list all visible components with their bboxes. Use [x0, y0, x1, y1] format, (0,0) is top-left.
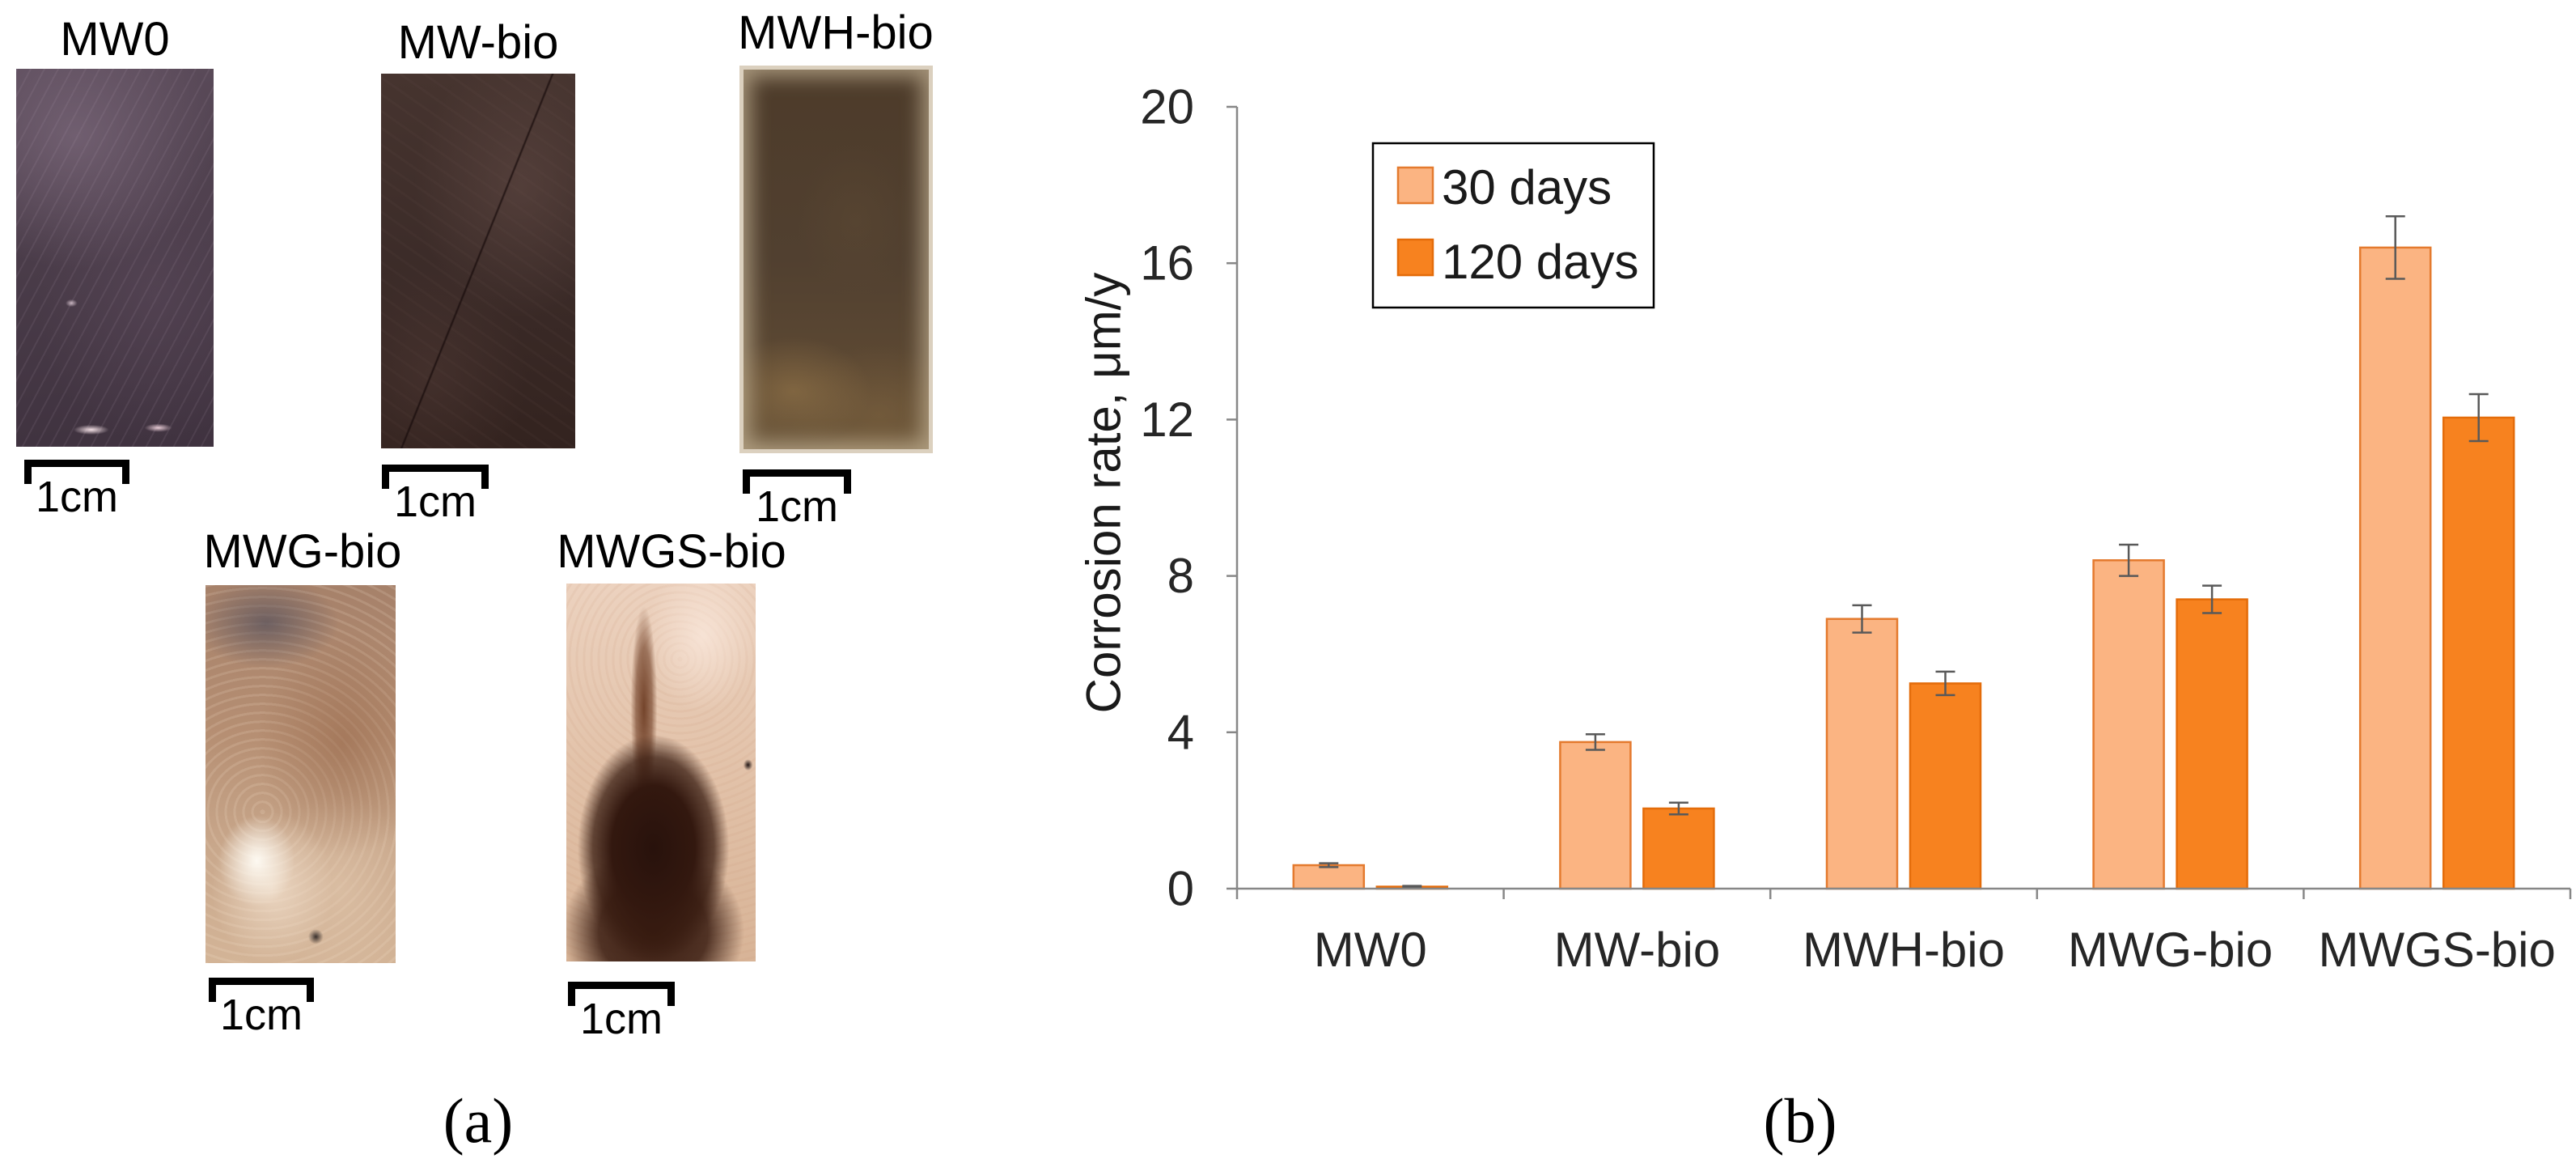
bar-30-days-mwgs-bio	[2358, 246, 2432, 890]
x-category-label-mwh-bio: MWH-bio	[1803, 923, 2005, 977]
y-tick-label-16: 16	[1140, 236, 1194, 291]
photo-mwg-bio	[205, 585, 396, 963]
legend-swatch-30-days	[1396, 166, 1434, 205]
scale-label-mw0: 1cm	[35, 473, 118, 521]
scale-bar-mw0	[24, 460, 129, 484]
scale-label-mwg-bio: 1cm	[219, 991, 303, 1039]
sample-label-mwgs-bio: MWGS-bio	[557, 525, 786, 578]
bar-120-days-mw-bio	[1642, 807, 1715, 890]
scale-bar-mwg-bio	[209, 978, 314, 1002]
y-tick-label-20: 20	[1140, 80, 1194, 134]
legend-swatch-120-days	[1396, 238, 1434, 277]
sample-label-mw0: MW0	[60, 13, 170, 66]
photo-mw-bio	[381, 74, 575, 448]
scale-bar-mw-bio	[382, 465, 489, 489]
sample-label-mwh-bio: MWH-bio	[738, 6, 934, 59]
x-category-label-mwg-bio: MWG-bio	[2068, 923, 2273, 977]
panel-label-a: (a)	[443, 1085, 514, 1156]
bar-30-days-mwg-bio	[2092, 559, 2165, 890]
scale-bar-mwh-bio	[743, 469, 851, 494]
y-tick-label-0: 0	[1167, 862, 1194, 916]
photo-mwh-bio	[739, 66, 933, 453]
legend: 30 days 120 days	[1371, 142, 1655, 309]
x-category-label-mw-bio: MW-bio	[1554, 923, 1721, 977]
bar-120-days-mwgs-bio	[2442, 416, 2515, 890]
corrosion-rate-bar-chart: 0 4 8 12 16 20 MW0 MW-bio MWH-bio MWG-bio MWGS-bio…	[1077, 80, 2572, 977]
scale-label-mwgs-bio: 1cm	[579, 995, 663, 1043]
y-tick-label-4: 4	[1167, 705, 1194, 759]
scale-label-mwh-bio: 1cm	[755, 482, 838, 531]
bar-120-days-mwh-bio	[1909, 682, 1982, 890]
bar-120-days-mwg-bio	[2176, 598, 2248, 890]
scale-bar-mwgs-bio	[568, 982, 675, 1006]
bar-30-days-mwh-bio	[1825, 618, 1899, 890]
bar-30-days-mw0	[1292, 864, 1366, 890]
y-tick-label-8: 8	[1167, 549, 1194, 603]
bar-30-days-mw-bio	[1559, 741, 1632, 890]
legend-label-30-days: 30 days	[1442, 160, 1612, 214]
y-tick-label-12: 12	[1140, 393, 1194, 447]
legend-label-120-days: 120 days	[1442, 235, 1639, 289]
photo-mw0	[16, 69, 214, 447]
plot-area: 0 4 8 12 16 20 MW0 MW-bio MWH-bio MWG-bio MWGS-bio	[1140, 80, 2572, 977]
x-category-label-mw0: MW0	[1314, 923, 1427, 977]
scale-label-mw-bio: 1cm	[393, 478, 477, 526]
sample-label-mwg-bio: MWG-bio	[203, 525, 402, 578]
sample-label-mw-bio: MW-bio	[397, 16, 559, 69]
photo-mwgs-bio	[566, 584, 756, 961]
x-category-label-mwgs-bio: MWGS-bio	[2319, 923, 2556, 977]
y-axis-title: Corrosion rate, μm/y	[1077, 273, 1131, 714]
panel-label-b: (b)	[1763, 1085, 1837, 1156]
